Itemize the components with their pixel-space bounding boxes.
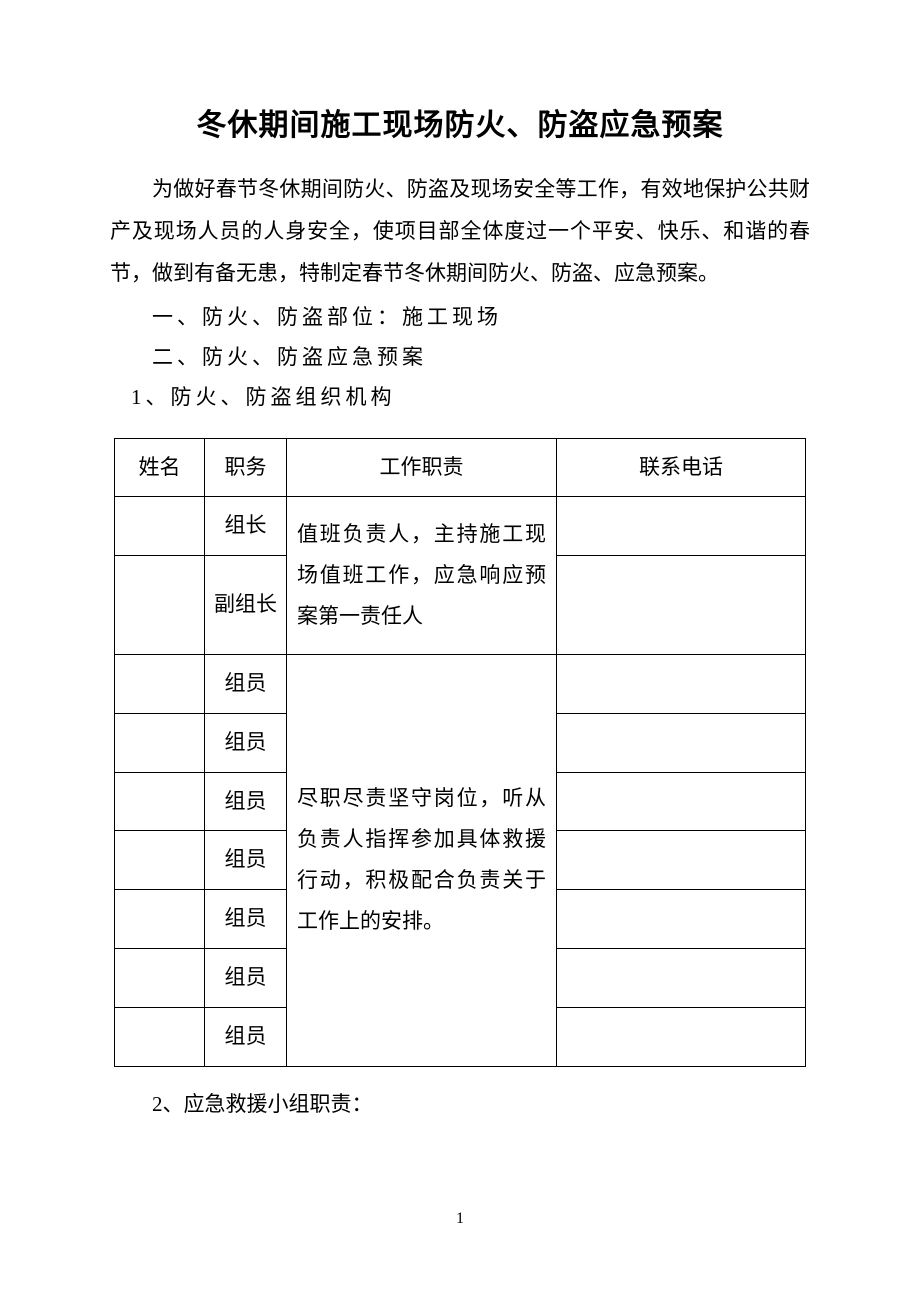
- cell-name: [115, 890, 205, 949]
- cell-role: 组员: [205, 655, 287, 714]
- cell-duty-group2: 尽职尽责坚守岗位，听从负责人指挥参加具体救援行动，积极配合负责关于工作上的安排。: [287, 655, 557, 1067]
- cell-role: 组员: [205, 1007, 287, 1066]
- intro-paragraph: 为做好春节冬休期间防火、防盗及现场安全等工作，有效地保护公共财产及现场人员的人身…: [110, 168, 810, 294]
- header-name: 姓名: [115, 438, 205, 497]
- cell-name: [115, 655, 205, 714]
- document-title: 冬休期间施工现场防火、防盗应急预案: [110, 100, 810, 144]
- table-row: 组长 值班负责人，主持施工现场值班工作，应急响应预案第一责任人: [115, 497, 806, 556]
- cell-name: [115, 772, 205, 831]
- cell-phone: [557, 1007, 806, 1066]
- cell-phone: [557, 713, 806, 772]
- header-duty: 工作职责: [287, 438, 557, 497]
- org-table: 姓名 职务 工作职责 联系电话 组长 值班负责人，主持施工现场值班工作，应急响应…: [114, 438, 806, 1067]
- section-two: 二、防火、防盗应急预案: [110, 338, 810, 378]
- cell-role: 组员: [205, 713, 287, 772]
- cell-name: [115, 831, 205, 890]
- subsection-one: 1、防火、防盗组织机构: [110, 378, 810, 418]
- cell-phone: [557, 772, 806, 831]
- section-one: 一、防火、防盗部位：施工现场: [110, 298, 810, 338]
- subsection-two: 2、应急救援小组职责：: [110, 1085, 810, 1125]
- cell-role: 组员: [205, 831, 287, 890]
- cell-name: [115, 713, 205, 772]
- org-table-wrapper: 姓名 职务 工作职责 联系电话 组长 值班负责人，主持施工现场值班工作，应急响应…: [114, 438, 806, 1067]
- table-row: 组员 尽职尽责坚守岗位，听从负责人指挥参加具体救援行动，积极配合负责关于工作上的…: [115, 655, 806, 714]
- cell-phone: [557, 890, 806, 949]
- cell-phone: [557, 556, 806, 655]
- cell-name: [115, 556, 205, 655]
- cell-role: 组长: [205, 497, 287, 556]
- cell-role: 副组长: [205, 556, 287, 655]
- cell-role: 组员: [205, 772, 287, 831]
- cell-duty-group1: 值班负责人，主持施工现场值班工作，应急响应预案第一责任人: [287, 497, 557, 655]
- header-phone: 联系电话: [557, 438, 806, 497]
- table-header-row: 姓名 职务 工作职责 联系电话: [115, 438, 806, 497]
- cell-name: [115, 497, 205, 556]
- cell-role: 组员: [205, 949, 287, 1008]
- cell-phone: [557, 831, 806, 890]
- cell-name: [115, 949, 205, 1008]
- cell-name: [115, 1007, 205, 1066]
- header-role: 职务: [205, 438, 287, 497]
- cell-role: 组员: [205, 890, 287, 949]
- cell-phone: [557, 949, 806, 1008]
- cell-phone: [557, 497, 806, 556]
- cell-phone: [557, 655, 806, 714]
- page-number: 1: [0, 1210, 920, 1228]
